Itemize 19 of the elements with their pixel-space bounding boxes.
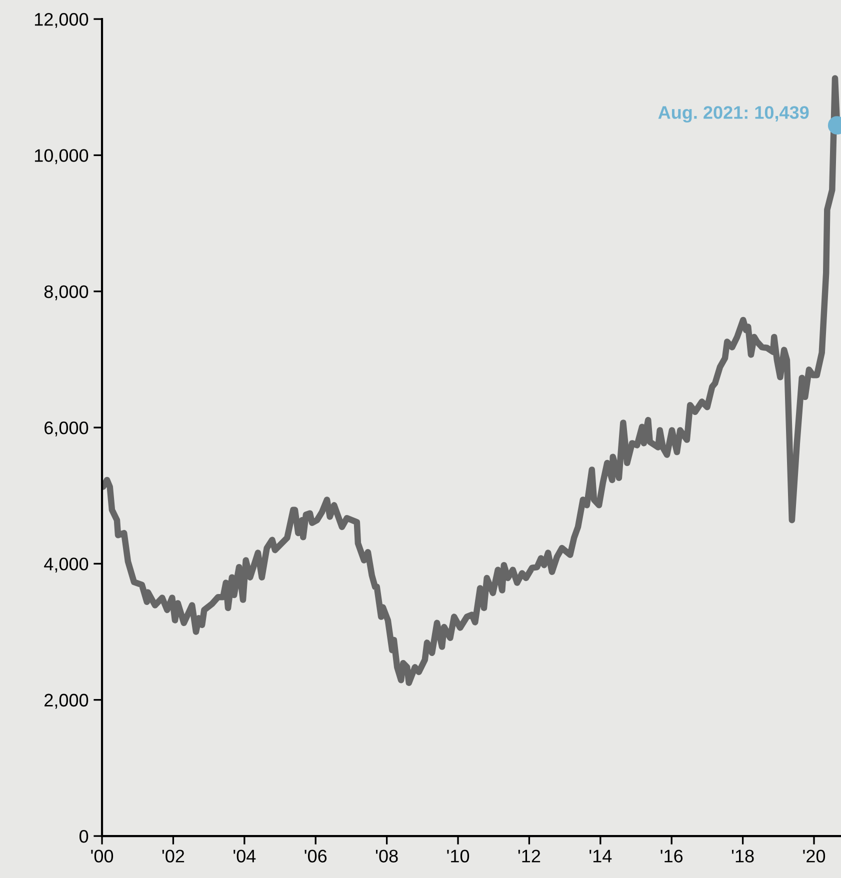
x-tick-label: '08: [376, 850, 398, 862]
x-tick-label: '12: [518, 850, 540, 862]
x-tick-label: '04: [234, 850, 256, 862]
y-tick-label: 8,000: [44, 285, 88, 300]
annotation: Aug. 2021: 10,439: [658, 106, 809, 123]
x-tick-label: '20: [803, 850, 826, 862]
y-tick-label: 6,000: [44, 421, 88, 436]
y-tick-label: 2,000: [44, 694, 88, 709]
x-tick-label: '18: [732, 850, 754, 862]
x-tick-label: '14: [590, 850, 612, 862]
x-tick-label: '10: [447, 850, 470, 862]
y-tick-label: 0: [79, 830, 88, 843]
y-tick-label: 4,000: [44, 558, 88, 573]
x-tick-label: '02: [162, 850, 184, 862]
x-tick-label: '06: [304, 850, 327, 862]
x-tick-label: '00: [91, 850, 114, 862]
y-tick-label: 10,000: [34, 149, 88, 164]
y-tick-label: 12,000: [34, 12, 88, 28]
x-tick-label: '16: [660, 850, 683, 862]
